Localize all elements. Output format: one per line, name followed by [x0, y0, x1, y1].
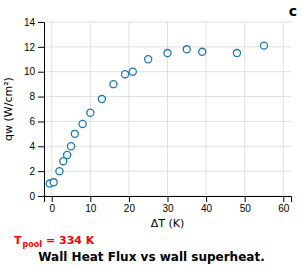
- x-axis-tick: 60: [278, 196, 290, 214]
- grid-line-y: [44, 146, 291, 147]
- x-axis-tick-mark: [245, 196, 246, 202]
- annotation: = 334 K: [46, 234, 95, 247]
- y-axis-tick: 4: [29, 141, 44, 152]
- y-axis-tick-mark: [38, 22, 44, 23]
- y-axis-tick-label: 10: [24, 66, 36, 77]
- y-axis-tick-label: 8: [29, 91, 35, 102]
- x-axis-tick-mark: [90, 196, 91, 202]
- x-axis-tick-label: 0: [49, 203, 55, 214]
- point: [129, 68, 136, 75]
- point: [199, 48, 206, 55]
- grid-line-y: [44, 22, 291, 23]
- point: [50, 179, 57, 186]
- corner-label: c: [289, 3, 297, 19]
- point: [67, 143, 74, 150]
- point: [56, 168, 63, 175]
- y-axis-tick-mark: [38, 72, 44, 73]
- x-axis-tick-mark: [129, 196, 130, 202]
- grid-line-y: [44, 171, 291, 172]
- x-axis-tick: 0: [49, 196, 55, 214]
- x-axis-tick-mark: [168, 196, 169, 202]
- y-axis-tick-mark: [38, 97, 44, 98]
- grid-line-x: [206, 22, 207, 196]
- y-axis-line: [38, 23, 45, 197]
- plot: 0 10 20 30 40 50 60 0 2 4 6 8 10 12 14: [24, 17, 292, 214]
- grid-line-y: [44, 96, 291, 97]
- point: [164, 50, 171, 57]
- grid-line-x: [51, 22, 52, 196]
- x-axis-tick-label: 20: [124, 203, 136, 214]
- grid-line-y: [44, 46, 291, 47]
- y-axis-tick: 10: [24, 66, 44, 77]
- point: [87, 109, 94, 116]
- point: [64, 151, 71, 158]
- point: [183, 46, 190, 53]
- y-axis-tick: 6: [29, 116, 44, 127]
- y-axis-tick: 12: [24, 42, 44, 53]
- x-axis-tick-mark: [52, 196, 53, 202]
- x-axis-tick-label: 40: [201, 203, 213, 214]
- point: [121, 71, 128, 78]
- y-axis-tick-mark: [38, 146, 44, 147]
- point: [145, 56, 152, 63]
- annotation: T: [14, 234, 22, 247]
- y-axis-tick-label: 4: [29, 141, 35, 152]
- y-axis-tick: 0: [29, 191, 44, 202]
- point: [233, 50, 240, 57]
- y-axis-tick-label: 14: [24, 17, 36, 28]
- x-axis-tick-label: 50: [240, 203, 252, 214]
- point: [71, 130, 78, 137]
- x-axis-tick-label: 30: [162, 203, 174, 214]
- grid-line-x: [283, 22, 284, 196]
- x-axis-title: ΔT (K): [151, 217, 185, 230]
- annotation-subscript: pool: [23, 240, 43, 249]
- x-axis-tick: 30: [162, 196, 174, 214]
- x-axis-tick: 50: [240, 196, 252, 214]
- y-axis-tick-mark: [38, 121, 44, 122]
- grid: [44, 22, 291, 196]
- y-axis-tick-mark: [38, 171, 44, 172]
- y-axis-tick-label: 12: [24, 42, 36, 53]
- grid-line-y: [44, 71, 291, 72]
- y-axis-tick-label: 2: [29, 166, 35, 177]
- point: [79, 120, 86, 127]
- x-axis-tick-label: 10: [85, 203, 97, 214]
- x-axis-tick: 40: [201, 196, 213, 214]
- y-axis-tick-label: 0: [29, 191, 35, 202]
- y-axis: 0 2 4 6 8 10 12 14: [24, 17, 45, 202]
- title: Wall Heat Flux vs wall superheat.: [38, 250, 264, 264]
- x-axis-tick-label: 60: [278, 203, 290, 214]
- x-axis: 0 10 20 30 40 50 60: [45, 196, 292, 214]
- y-axis-tick-mark: [38, 196, 44, 197]
- point: [110, 81, 117, 88]
- points: [46, 42, 267, 187]
- grid-line-x: [244, 22, 245, 196]
- x-axis-line: [45, 197, 292, 203]
- y-axis-title: qw (W/cm²): [2, 77, 15, 141]
- grid-line-x: [128, 22, 129, 196]
- y-axis-tick: 8: [29, 91, 44, 102]
- y-axis-tick: 2: [29, 166, 44, 177]
- grid-line-x: [167, 22, 168, 196]
- y-axis-tick: 14: [24, 17, 44, 28]
- x-axis-tick: 20: [124, 196, 136, 214]
- chart: 0 10 20 30 40 50 60 0 2 4 6 8 10 12 14 ΔT (K) qw (W/cm²)…: [0, 0, 303, 266]
- x-axis-tick-mark: [283, 196, 284, 202]
- point: [260, 42, 267, 49]
- x-axis-tick: 10: [85, 196, 97, 214]
- point: [98, 95, 105, 102]
- x-axis-tick-mark: [206, 196, 207, 202]
- y-axis-tick-label: 6: [29, 116, 35, 127]
- y-axis-tick-mark: [38, 47, 44, 48]
